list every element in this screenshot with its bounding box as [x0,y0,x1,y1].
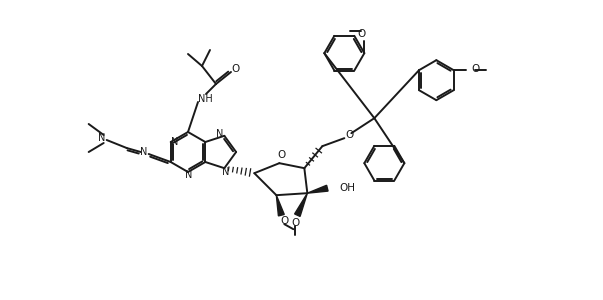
Text: NH: NH [198,94,212,104]
Text: N: N [222,167,229,177]
Polygon shape [308,185,328,193]
Text: O: O [277,150,285,160]
Text: O: O [472,64,480,74]
Text: O: O [291,218,300,228]
Polygon shape [295,193,308,216]
Text: N: N [171,137,178,147]
Text: O: O [345,130,353,140]
Text: O: O [232,64,240,74]
Text: OH: OH [339,183,355,193]
Text: N: N [140,147,147,157]
Text: O: O [280,216,288,226]
Text: N: N [216,129,223,139]
Text: O: O [357,29,365,39]
Polygon shape [276,195,284,216]
Text: N: N [185,170,193,180]
Text: N: N [98,133,106,143]
